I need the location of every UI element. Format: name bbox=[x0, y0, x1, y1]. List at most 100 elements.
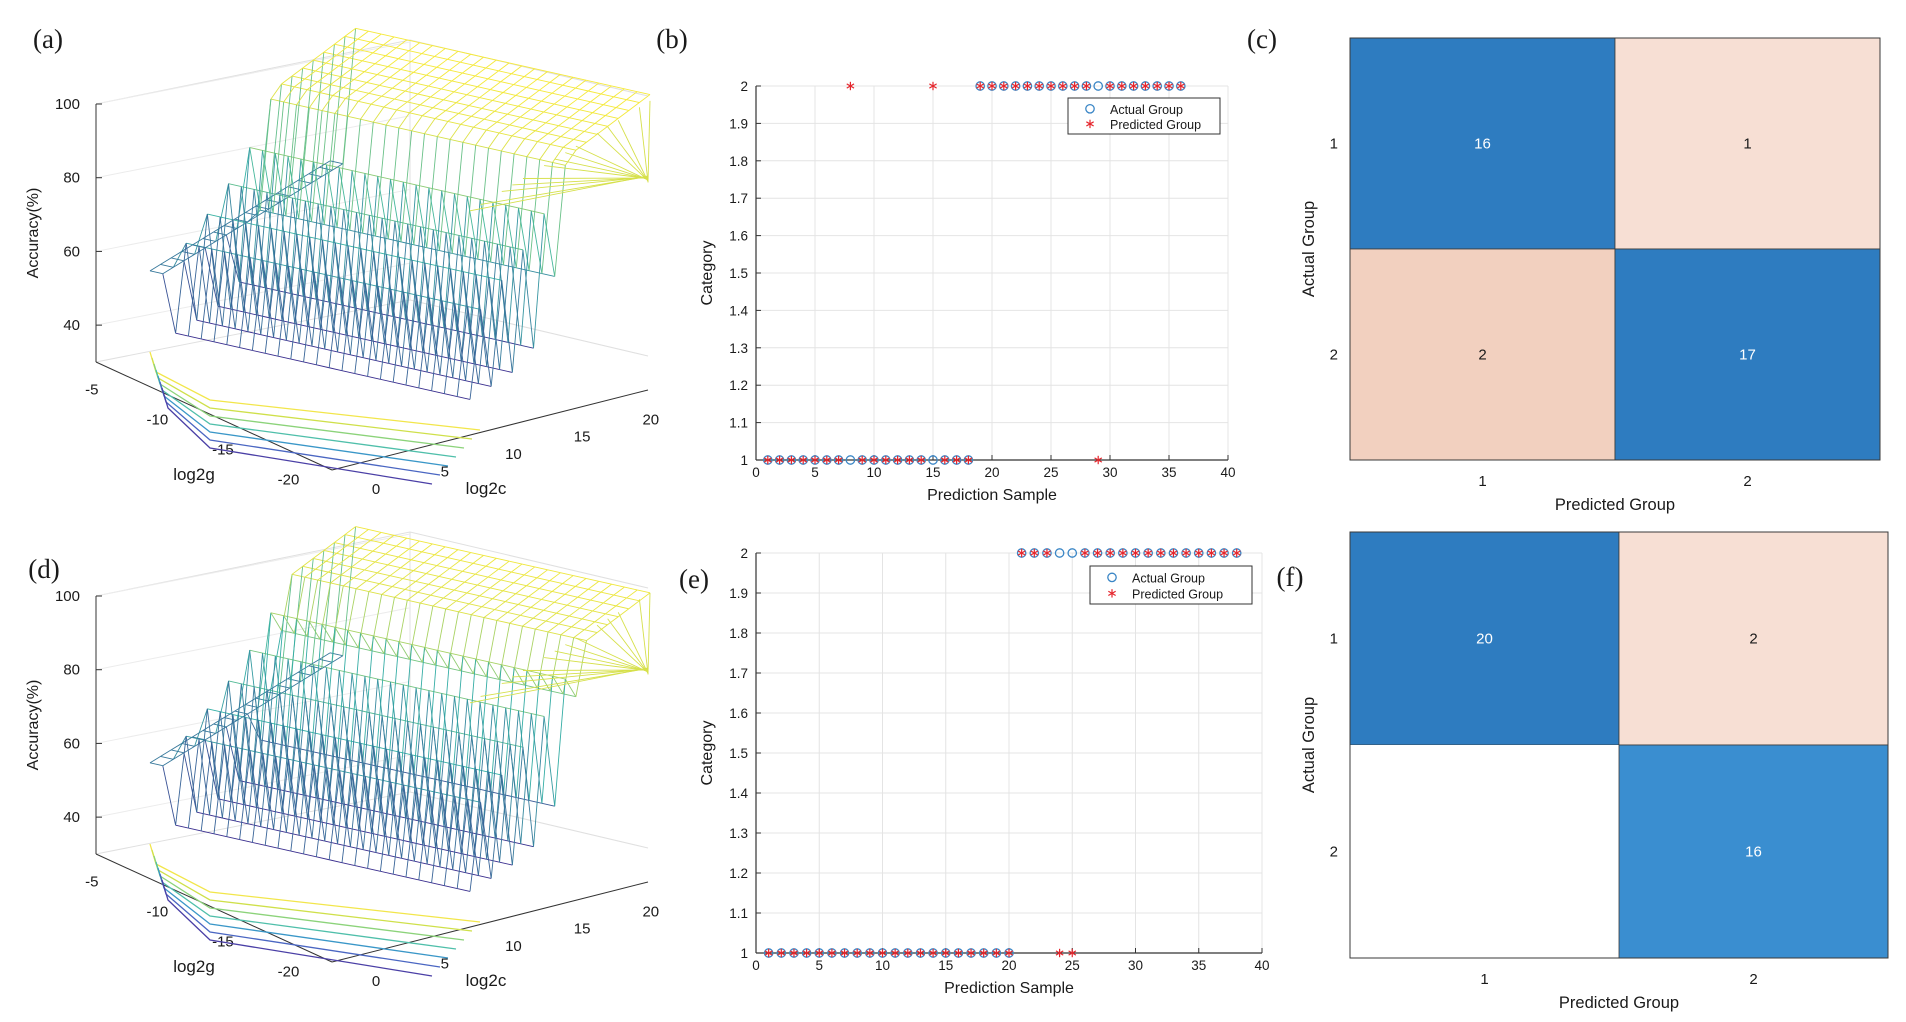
y-tick-label: 1.3 bbox=[729, 826, 748, 841]
mesh-line bbox=[321, 44, 335, 177]
mesh-line bbox=[462, 271, 475, 364]
mesh-line bbox=[392, 586, 406, 590]
mesh-line bbox=[441, 190, 455, 195]
mesh-line bbox=[446, 232, 460, 236]
z-tick-label: 60 bbox=[63, 735, 80, 752]
mesh-line bbox=[428, 77, 440, 87]
mesh-line bbox=[507, 604, 519, 613]
mesh-line bbox=[419, 104, 433, 109]
legend-marker-actual bbox=[1085, 103, 1095, 114]
mesh-line bbox=[319, 652, 331, 660]
y-tick-label: 0 bbox=[372, 481, 380, 498]
mesh-line bbox=[507, 113, 521, 118]
mesh-line bbox=[440, 578, 453, 588]
mesh-line bbox=[521, 563, 535, 568]
mesh-line bbox=[351, 558, 363, 568]
x-tick-label: 0 bbox=[752, 465, 760, 480]
surface-mesh bbox=[149, 27, 651, 400]
mesh-line bbox=[454, 695, 468, 700]
mesh-line bbox=[387, 66, 401, 70]
data-point-predicted bbox=[917, 455, 926, 465]
asterisk-stroke bbox=[1156, 550, 1165, 556]
mesh-line bbox=[530, 606, 544, 611]
mesh-line bbox=[247, 713, 261, 741]
mesh-line bbox=[615, 605, 629, 610]
mesh-line bbox=[303, 361, 317, 366]
mesh-line bbox=[290, 269, 302, 360]
mesh-line bbox=[160, 749, 172, 757]
legend-label: Predicted Group bbox=[1132, 587, 1223, 601]
wall-grid bbox=[95, 607, 411, 671]
mesh-line bbox=[413, 64, 425, 73]
mesh-line bbox=[600, 93, 614, 98]
mesh-line bbox=[554, 103, 568, 108]
mesh-line bbox=[334, 98, 346, 114]
asterisk-stroke bbox=[988, 83, 996, 89]
mesh-line bbox=[328, 277, 341, 368]
mesh-line bbox=[332, 641, 346, 646]
asterisk-stroke bbox=[834, 457, 843, 463]
mesh-line bbox=[323, 550, 337, 554]
mesh-line bbox=[592, 602, 604, 612]
mesh-line bbox=[443, 796, 456, 886]
mesh-line bbox=[345, 90, 357, 99]
mesh-line bbox=[513, 76, 525, 85]
mesh-line bbox=[496, 59, 510, 64]
mesh-line bbox=[475, 75, 489, 80]
mesh-line bbox=[509, 116, 521, 126]
mesh-line bbox=[415, 573, 427, 582]
mesh-line bbox=[391, 578, 404, 587]
y-tick-label: 1.7 bbox=[729, 666, 748, 681]
mesh-line bbox=[358, 100, 372, 105]
x-tick-label: -5 bbox=[85, 874, 98, 891]
mesh-line bbox=[490, 587, 504, 592]
mesh-line bbox=[328, 770, 341, 860]
mesh-line bbox=[325, 54, 337, 64]
mesh-line bbox=[405, 787, 418, 878]
mesh-line bbox=[283, 101, 297, 106]
mesh-line bbox=[394, 98, 408, 103]
mesh-line bbox=[387, 127, 400, 240]
mesh-line bbox=[224, 744, 236, 821]
mesh-line bbox=[347, 740, 360, 831]
mesh-line bbox=[432, 597, 444, 607]
mesh-line bbox=[317, 203, 330, 303]
mesh-line bbox=[489, 579, 502, 589]
mesh-line bbox=[224, 225, 238, 229]
mesh-line bbox=[340, 566, 352, 576]
mesh-line bbox=[360, 742, 374, 747]
y-tick-label: 1 bbox=[740, 453, 748, 468]
mesh-line bbox=[311, 110, 323, 222]
matrix-cell bbox=[1350, 745, 1619, 958]
mesh-line bbox=[483, 554, 497, 559]
asterisk-stroke bbox=[979, 950, 988, 956]
mesh-line bbox=[513, 138, 526, 155]
mesh-line bbox=[226, 344, 240, 349]
mesh-line bbox=[501, 150, 515, 155]
mesh-line bbox=[413, 71, 427, 76]
mesh-line bbox=[626, 99, 640, 103]
mesh-line bbox=[420, 724, 432, 824]
data-point-predicted bbox=[1093, 548, 1102, 558]
mesh-line bbox=[383, 36, 395, 46]
mesh-line bbox=[515, 593, 529, 597]
mesh-line bbox=[464, 145, 477, 257]
mesh-line bbox=[385, 47, 397, 57]
mesh-line bbox=[426, 136, 438, 248]
x-tick-label: 25 bbox=[1065, 958, 1080, 973]
mesh-line bbox=[226, 747, 238, 837]
mesh-line bbox=[319, 92, 333, 96]
mesh-line bbox=[290, 850, 304, 855]
mesh-line bbox=[434, 48, 446, 57]
mesh-line bbox=[403, 785, 415, 862]
mesh-line bbox=[624, 88, 638, 93]
mesh-line bbox=[522, 669, 649, 671]
mesh-line bbox=[544, 657, 649, 671]
mesh-line bbox=[368, 712, 381, 813]
mesh-line bbox=[458, 235, 472, 239]
asterisk-stroke bbox=[1220, 550, 1229, 556]
mesh-line bbox=[617, 110, 630, 119]
mesh-line bbox=[524, 138, 538, 143]
mesh-line bbox=[428, 85, 442, 90]
